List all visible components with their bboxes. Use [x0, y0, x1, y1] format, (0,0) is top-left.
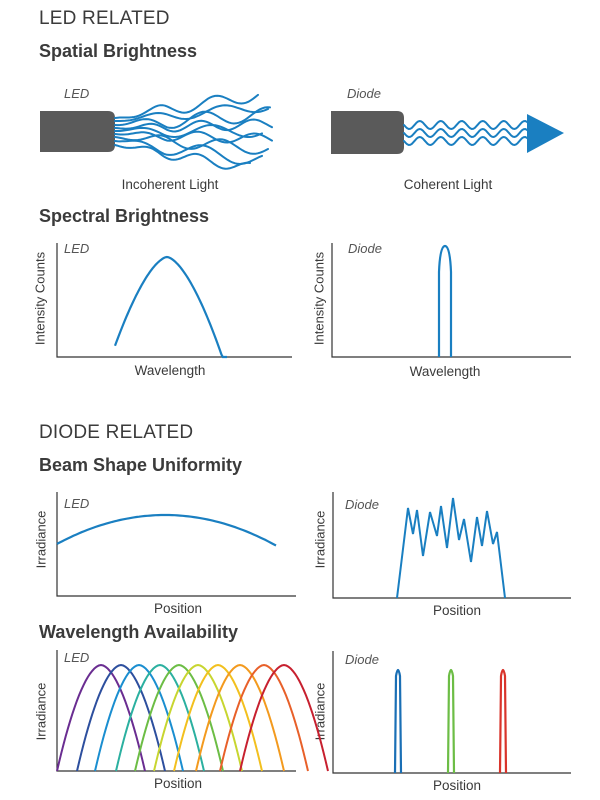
incoherent-wave [114, 144, 251, 170]
beam-diode-tag: Diode [345, 497, 379, 512]
wavelength-led-curves [56, 663, 329, 772]
spatial-led-tag: LED [64, 86, 90, 101]
wavelength-diode-axes [332, 651, 571, 774]
wavelength-diode-xlabel: Position [432, 778, 482, 793]
diode-line [446, 668, 456, 774]
spatial-diode-tag: Diode [347, 86, 381, 101]
title-spectral-brightness: Spectral Brightness [39, 206, 210, 226]
led-spectrum-curve [56, 663, 146, 772]
diode-line [393, 668, 403, 774]
wavelength-led-tag: LED [64, 650, 90, 665]
incoherent-wave [114, 106, 271, 129]
incoherent-wave [114, 134, 269, 155]
diode-emitter [331, 111, 404, 154]
beam-diode-curve [396, 497, 506, 599]
beam-led-axes [56, 492, 296, 597]
wavelength-diode-tag: Diode [345, 652, 379, 667]
incoherent-light-waves [114, 93, 273, 170]
spectral-diode-curve [437, 244, 453, 357]
coherent-wave [403, 127, 531, 139]
incoherent-wave [114, 130, 273, 144]
spectral-diode-tag: Diode [348, 241, 382, 256]
beam-led-curve [56, 513, 277, 547]
coherent-arrowhead [527, 114, 564, 153]
section-diode-related: DIODE RELATED [39, 422, 194, 443]
spectral-led-tag: LED [64, 241, 90, 256]
led-spectrum-curve [76, 663, 166, 772]
beam-diode-xlabel: Position [432, 603, 482, 618]
beam-led-xlabel: Position [153, 601, 203, 616]
incoherent-wave [114, 139, 263, 166]
led-emitter [40, 111, 115, 152]
caption-coherent-light: Coherent Light [403, 177, 493, 192]
wavelength-led-xlabel: Position [153, 776, 203, 791]
incoherent-wave [114, 118, 273, 133]
spectral-led-curve [113, 255, 227, 359]
led-spectrum-curve [219, 663, 309, 772]
section-led-related: LED RELATED [39, 8, 170, 29]
led-spectrum-curve [195, 663, 285, 772]
title-wavelength-availability: Wavelength Availability [39, 622, 239, 642]
coherent-light-waves [403, 119, 531, 147]
title-beam-shape-uniformity: Beam Shape Uniformity [39, 455, 243, 475]
title-spatial-brightness: Spatial Brightness [39, 41, 198, 61]
caption-incoherent-light: Incoherent Light [121, 177, 219, 192]
diode-line [498, 668, 508, 774]
coherent-wave [403, 119, 531, 131]
led-spectrum-curve [153, 663, 243, 772]
led-spectrum-curve [239, 663, 329, 772]
incoherent-wave [114, 93, 259, 119]
spectral-diode-axes [331, 243, 571, 358]
spectral-led-axes [56, 243, 292, 358]
led-spectrum-curve [134, 663, 224, 772]
led-spectrum-curve [173, 663, 263, 772]
led-spectrum-curve [115, 663, 205, 772]
spectral-diode-xlabel: Wavelength [409, 364, 481, 379]
coherent-wave [403, 135, 531, 147]
beam-diode-axes [332, 492, 571, 599]
spectral-led-xlabel: Wavelength [134, 363, 206, 378]
beam-led-tag: LED [64, 496, 90, 511]
wavelength-diode-lines [393, 668, 508, 774]
